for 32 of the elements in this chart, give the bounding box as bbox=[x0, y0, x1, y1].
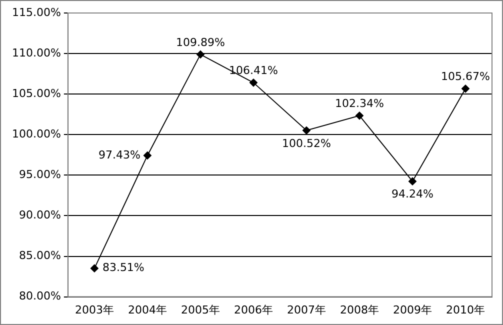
x-tick-label: 2003年 bbox=[74, 303, 114, 316]
y-tick-label: 115.00% bbox=[12, 6, 61, 19]
data-label: 97.43% bbox=[98, 148, 140, 162]
x-tick-label: 2008年 bbox=[340, 303, 379, 316]
y-tick-label: 100.00% bbox=[12, 127, 61, 140]
x-tick-label: 2006年 bbox=[234, 303, 273, 316]
data-label: 83.51% bbox=[102, 261, 144, 274]
data-label: 94.24% bbox=[392, 188, 434, 201]
x-tick-label: 2010年 bbox=[446, 303, 485, 316]
point bbox=[408, 177, 416, 186]
y-tick-label: 90.00% bbox=[18, 208, 61, 222]
data-label: 106.41% bbox=[228, 64, 278, 78]
x-tick-label: 2007年 bbox=[286, 303, 326, 316]
data-label: 100.52% bbox=[282, 136, 331, 150]
data-label: 109.89% bbox=[176, 36, 225, 49]
data-label: 102.34% bbox=[335, 97, 384, 110]
point bbox=[461, 84, 470, 93]
data-label: 105.67% bbox=[441, 70, 490, 84]
x-tick-label: 2005年 bbox=[180, 303, 220, 316]
x-tick-label: 2004年 bbox=[128, 303, 167, 316]
point bbox=[249, 78, 258, 87]
point bbox=[302, 126, 310, 134]
point bbox=[355, 112, 364, 120]
y-tick-label: 80.00% bbox=[18, 290, 61, 303]
y-tick-label: 95.00% bbox=[18, 168, 61, 182]
point bbox=[196, 50, 204, 58]
x-tick-label: 2009年 bbox=[392, 303, 432, 316]
y-tick-label: 85.00% bbox=[18, 249, 61, 262]
point bbox=[90, 264, 98, 272]
y-tick-label: 110.00% bbox=[12, 46, 61, 60]
point bbox=[143, 151, 152, 160]
y-tick-label: 105.00% bbox=[12, 86, 61, 100]
